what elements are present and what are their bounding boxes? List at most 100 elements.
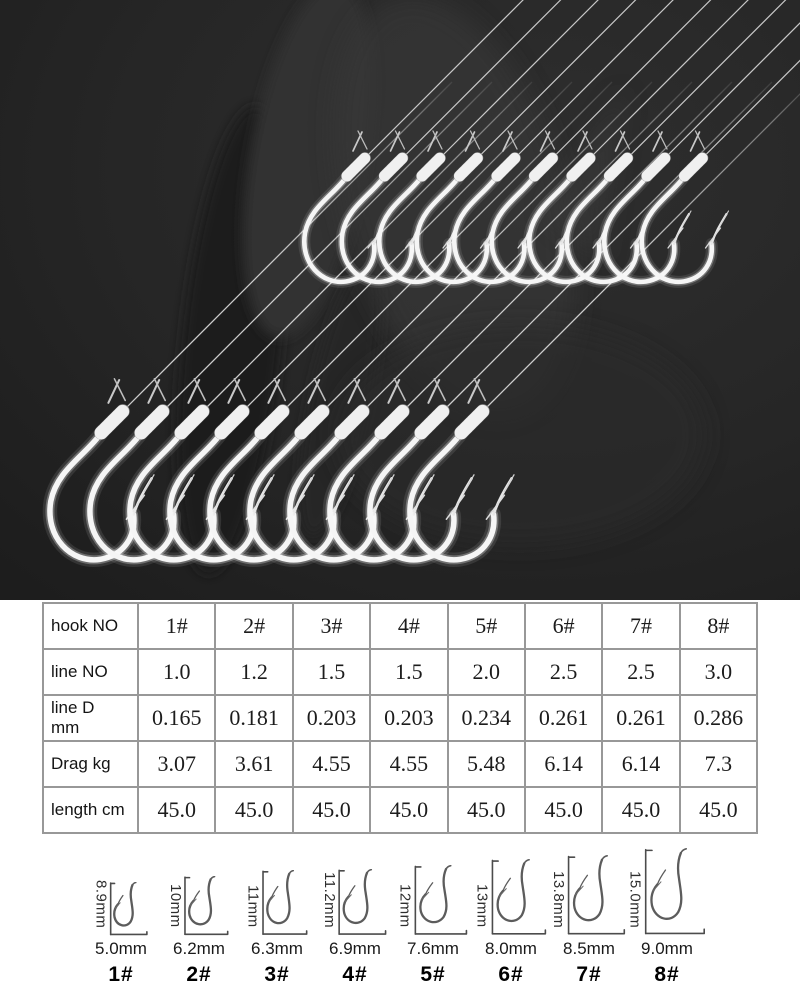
table-cell: 3.0 [678,648,759,696]
table-cell: 45.0 [214,786,294,834]
table-cell: 6# [523,602,604,650]
table-cell: 6.14 [523,740,604,788]
table-cell: 1.5 [291,648,372,696]
table-cell: 1# [136,602,217,650]
hook-number-label: 7# [576,963,602,986]
table-cell: 45.0 [136,786,217,834]
hook-size-figure: 12mm [396,865,468,936]
table-cell: 0.286 [678,694,759,742]
hook-height-label: 11mm [244,885,262,928]
table-cell: 0.165 [136,694,217,742]
hook-size-diagram: 8.9mm 5.0mm 1# [82,880,160,987]
hook-number-label: 4# [342,963,368,986]
hook-outline-drawing [337,869,387,936]
hook-size-figure: 11mm [244,870,308,936]
size-diagrams: 8.9mm 5.0mm 1# 10mm 6.2mm 2# 11mm 6.3mm 3# 11.2mm… [0,845,794,987]
hook-height-label: 10mm [167,884,184,928]
table-cell: 1.0 [136,648,217,696]
table-row: hook NO 1# 2# 3# 4# 5# 6# 7# 8# [42,602,759,650]
hook-number-label: 1# [108,963,134,986]
row-label: length cm [42,786,139,834]
table-cell: 5# [446,602,526,650]
hook-outline-drawing [566,855,626,936]
table-cell: 5.48 [446,740,526,788]
table-cell: 0.181 [214,694,294,742]
product-photo [0,0,800,600]
table-cell: 45.0 [601,786,681,834]
table-cell: 2# [214,602,294,650]
table-row: length cm 45.0 45.0 45.0 45.0 45.0 45.0 45.0 45.… [42,786,759,834]
table-cell: 4.55 [291,740,372,788]
hook-size-diagram: 11.2mm 6.9mm 4# [316,869,394,987]
table-cell: 1.2 [214,648,294,696]
row-label: Drag kg [42,740,139,788]
table-cell: 8# [678,602,759,650]
table-row: Drag kg 3.07 3.61 4.55 4.55 5.48 6.14 6.14 7.3 [42,740,759,788]
table-cell: 0.261 [601,694,681,742]
table-cell: 7.3 [678,740,759,788]
hook-size-diagram: 15.0mm 9.0mm 8# [626,848,706,987]
hook-height-label: 12mm [396,884,414,928]
hook-size-figure: 11.2mm [321,869,387,936]
hooks-photo-canvas [0,0,800,600]
hook-size-figure: 10mm [167,876,229,936]
top-row-lines [360,0,800,163]
hook-width-label: 5.0mm [95,939,147,958]
table-cell: 45.0 [523,786,604,834]
hook-outline-drawing [261,870,308,936]
hook-size-figure: 13mm [473,859,547,936]
table-cell: 45.0 [446,786,526,834]
hook-size-diagram: 12mm 7.6mm 5# [394,865,472,987]
hook-outline-drawing [643,848,706,936]
hook-height-label: 13.8mm [550,870,567,928]
hook-width-label: 8.0mm [485,939,537,958]
hook-width-label: 9.0mm [641,939,693,958]
hook-width-label: 8.5mm [563,939,615,958]
hook-width-label: 6.3mm [251,939,303,958]
hook-outline-drawing [109,882,148,936]
hook-height-label: 15.0mm [626,870,644,928]
hook-outline-drawing [413,865,468,936]
table-cell: 2.5 [601,648,681,696]
table-cell: 45.0 [291,786,372,834]
hook-size-figure: 15.0mm [626,848,706,936]
table-cell: 45.0 [369,786,449,834]
hook-height-label: 8.9mm [92,879,110,928]
hook-number-label: 8# [654,963,680,986]
table-cell: 4# [369,602,449,650]
row-label: hook NO [42,602,139,650]
row-label: line NO [42,648,139,696]
hook-width-label: 7.6mm [407,939,459,958]
table-cell: 0.234 [446,694,526,742]
hook-size-diagram: 11mm 6.3mm 3# [238,870,316,987]
hook-size-figure: 13.8mm [550,855,626,936]
table-cell: 0.203 [291,694,372,742]
table-cell: 3# [291,602,372,650]
table-cell: 1.5 [369,648,449,696]
hook-size-diagram: 13mm 8.0mm 6# [472,859,550,987]
table-cell: 0.203 [369,694,449,742]
row-label: line D mm [42,694,139,742]
table-cell: 7# [601,602,681,650]
table-cell: 2.0 [446,648,526,696]
table-cell: 4.55 [369,740,449,788]
table-row: line NO 1.0 1.2 1.5 1.5 2.0 2.5 2.5 3.0 [42,648,759,696]
hook-size-figure: 8.9mm [92,879,148,936]
table-cell: 6.14 [601,740,681,788]
table-cell: 45.0 [678,786,759,834]
hook-width-label: 6.9mm [329,939,381,958]
hook-number-label: 3# [264,963,290,986]
hook-size-diagram: 10mm 6.2mm 2# [160,876,238,987]
hook-outline-drawing [183,876,229,936]
hook-height-label: 11.2mm [321,871,338,928]
table-row: line D mm 0.165 0.181 0.203 0.203 0.234 0.261 0… [42,694,759,742]
table-cell: 3.07 [136,740,217,788]
hook-outline-drawing [490,859,547,936]
table-cell: 0.261 [523,694,604,742]
table-cell: 3.61 [214,740,294,788]
hook-number-label: 5# [420,963,446,986]
hook-width-label: 6.2mm [173,939,225,958]
hook-number-label: 6# [498,963,524,986]
hook-height-label: 13mm [473,884,491,928]
